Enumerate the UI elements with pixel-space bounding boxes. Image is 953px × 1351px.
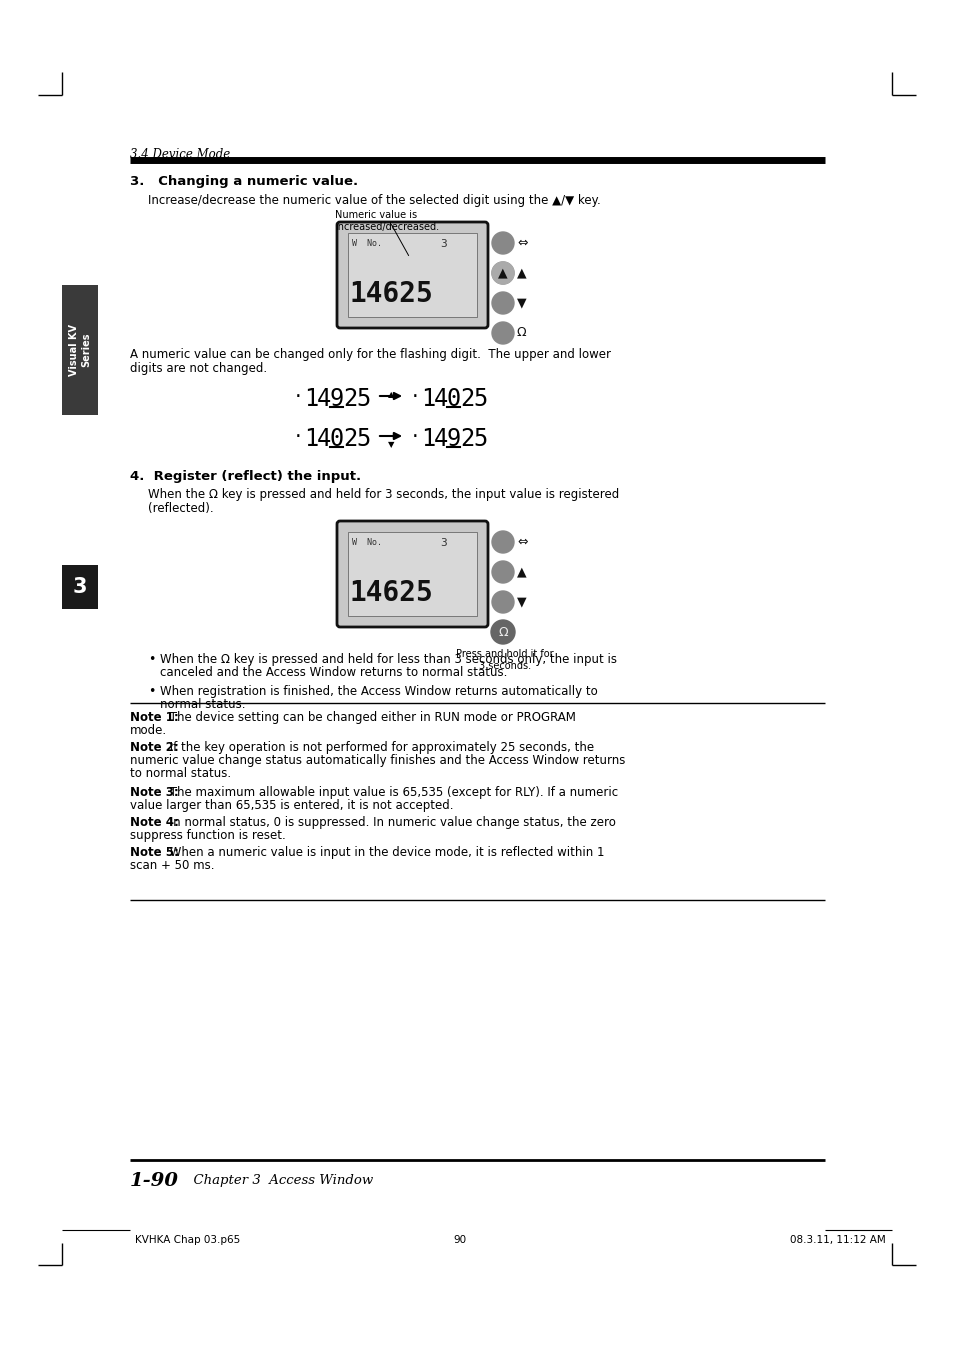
Text: 14625: 14625	[350, 580, 434, 607]
Bar	[348, 232, 476, 317]
Circle shape	[492, 262, 514, 284]
Text: numeric value change status automatically finishes and the Access Window returns: numeric value change status automaticall…	[130, 754, 625, 767]
Text: ·: ·	[294, 427, 301, 447]
Text: When the Ω key is pressed and held for less than 3 seconds only, the input is: When the Ω key is pressed and held for l…	[160, 653, 617, 666]
Text: When the Ω key is pressed and held for 3 seconds, the input value is registered: When the Ω key is pressed and held for 3…	[148, 488, 618, 501]
Text: digits are not changed.: digits are not changed.	[130, 362, 267, 376]
Text: 1: 1	[304, 427, 318, 451]
Text: 1: 1	[420, 386, 435, 411]
Text: 5: 5	[473, 386, 487, 411]
Circle shape	[492, 292, 514, 313]
Text: 3: 3	[439, 239, 446, 249]
Text: 9: 9	[330, 386, 344, 411]
Text: 5: 5	[355, 427, 370, 451]
Text: 4: 4	[434, 427, 448, 451]
Text: Note 1:: Note 1:	[130, 711, 178, 724]
Text: 0: 0	[330, 427, 344, 451]
Text: 4: 4	[316, 386, 331, 411]
Text: ·: ·	[412, 427, 418, 447]
Text: 2: 2	[459, 386, 474, 411]
Circle shape	[491, 620, 515, 644]
Text: Note 4:: Note 4:	[130, 816, 178, 830]
Text: 5: 5	[473, 427, 487, 451]
Text: 3.   Changing a numeric value.: 3. Changing a numeric value.	[130, 176, 357, 188]
Text: 2: 2	[343, 427, 356, 451]
Text: 1: 1	[420, 427, 435, 451]
Text: W  No.: W No.	[352, 538, 381, 547]
Text: ⇔: ⇔	[517, 236, 527, 250]
Text: 3: 3	[72, 577, 87, 597]
Text: •: •	[148, 653, 155, 666]
Bar	[62, 565, 98, 609]
Circle shape	[492, 590, 514, 613]
Text: The device setting can be changed either in RUN mode or PROGRAM: The device setting can be changed either…	[166, 711, 575, 724]
Text: 2: 2	[343, 386, 356, 411]
Text: Note 3:: Note 3:	[130, 786, 178, 798]
Text: A numeric value can be changed only for the flashing digit.  The upper and lower: A numeric value can be changed only for …	[130, 349, 610, 361]
Text: 90: 90	[453, 1235, 466, 1246]
Text: KVHKA Chap 03.p65: KVHKA Chap 03.p65	[135, 1235, 240, 1246]
Text: 9: 9	[447, 427, 460, 451]
Text: Visual KV
Series: Visual KV Series	[70, 324, 91, 376]
Text: 3.4 Device Mode: 3.4 Device Mode	[130, 149, 230, 161]
Text: Chapter 3  Access Window: Chapter 3 Access Window	[185, 1174, 373, 1188]
Text: canceled and the Access Window returns to normal status.: canceled and the Access Window returns t…	[160, 666, 507, 680]
FancyBboxPatch shape	[336, 222, 488, 328]
Text: 5: 5	[355, 386, 370, 411]
Text: ▲: ▲	[387, 390, 394, 399]
Text: ▲: ▲	[517, 566, 526, 578]
Text: 3: 3	[439, 538, 446, 549]
Text: 08.3.11, 11:12 AM: 08.3.11, 11:12 AM	[789, 1235, 884, 1246]
Text: •: •	[148, 685, 155, 698]
Text: Ω: Ω	[517, 327, 526, 339]
Text: Note 2:: Note 2:	[130, 740, 178, 754]
Text: (reflected).: (reflected).	[148, 503, 213, 515]
Text: Note 5:: Note 5:	[130, 846, 178, 859]
Text: ⇔: ⇔	[517, 535, 527, 549]
Text: 1-90: 1-90	[130, 1173, 179, 1190]
Text: Ω: Ω	[497, 626, 507, 639]
Text: ▲: ▲	[517, 266, 526, 280]
Text: Increase/decrease the numeric value of the selected digit using the ▲/▼ key.: Increase/decrease the numeric value of t…	[148, 195, 600, 207]
Text: In normal status, 0 is suppressed. In numeric value change status, the zero: In normal status, 0 is suppressed. In nu…	[166, 816, 615, 830]
Text: 4: 4	[434, 386, 448, 411]
Text: W  No.: W No.	[352, 239, 381, 249]
Circle shape	[492, 322, 514, 345]
Circle shape	[492, 262, 514, 284]
Text: 2: 2	[459, 427, 474, 451]
Text: ▲: ▲	[497, 266, 507, 280]
Text: 0: 0	[447, 386, 460, 411]
Circle shape	[492, 232, 514, 254]
Text: Press and hold it for
3 seconds.: Press and hold it for 3 seconds.	[456, 648, 554, 670]
Text: normal status.: normal status.	[160, 698, 245, 711]
Text: The maximum allowable input value is 65,535 (except for RLY). If a numeric: The maximum allowable input value is 65,…	[166, 786, 618, 798]
Text: 14625: 14625	[350, 280, 434, 308]
Text: ·: ·	[412, 386, 418, 407]
Text: value larger than 65,535 is entered, it is not accepted.: value larger than 65,535 is entered, it …	[130, 798, 453, 812]
Text: Numeric value is
increased/decreased.: Numeric value is increased/decreased.	[335, 209, 438, 231]
Circle shape	[492, 531, 514, 553]
Text: mode.: mode.	[130, 724, 167, 738]
Text: ▼: ▼	[517, 296, 526, 309]
Text: 1: 1	[304, 386, 318, 411]
Text: ▼: ▼	[387, 440, 394, 449]
Bar	[62, 285, 98, 415]
Bar	[348, 532, 476, 616]
Text: When registration is finished, the Access Window returns automatically to: When registration is finished, the Acces…	[160, 685, 598, 698]
Text: 4.  Register (reflect) the input.: 4. Register (reflect) the input.	[130, 470, 361, 484]
Text: to normal status.: to normal status.	[130, 767, 231, 780]
FancyBboxPatch shape	[336, 521, 488, 627]
Text: ▼: ▼	[517, 596, 526, 608]
Text: If the key operation is not performed for approximately 25 seconds, the: If the key operation is not performed fo…	[166, 740, 593, 754]
Circle shape	[492, 561, 514, 584]
Text: suppress function is reset.: suppress function is reset.	[130, 830, 286, 842]
Text: When a numeric value is input in the device mode, it is reflected within 1: When a numeric value is input in the dev…	[166, 846, 603, 859]
Text: scan + 50 ms.: scan + 50 ms.	[130, 859, 214, 871]
Text: 4: 4	[316, 427, 331, 451]
Text: ·: ·	[294, 386, 301, 407]
